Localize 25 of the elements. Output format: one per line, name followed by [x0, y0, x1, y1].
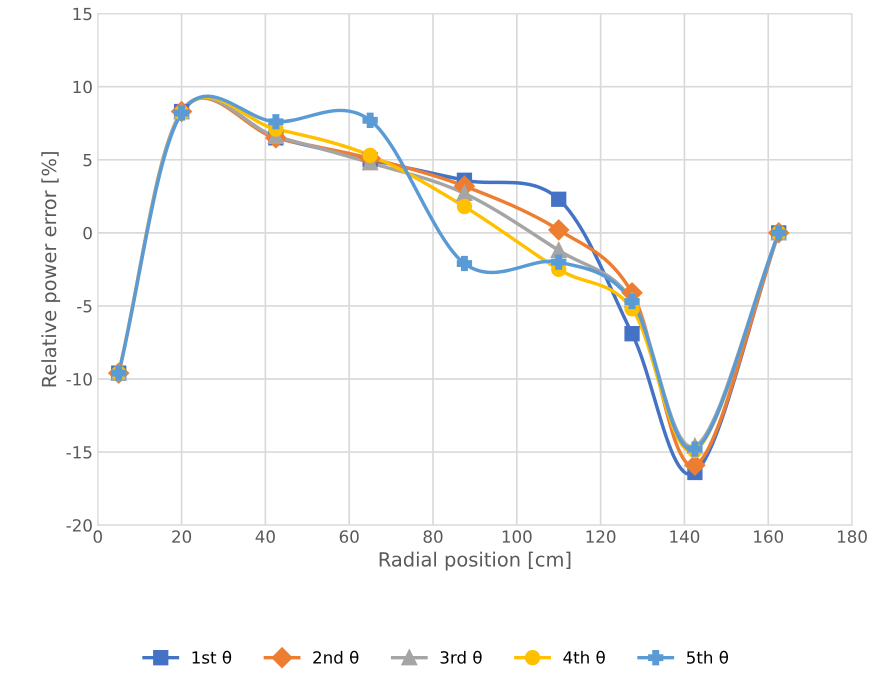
y-tick-label: -10 — [66, 372, 92, 386]
legend-label: 5th θ — [687, 650, 728, 664]
x-tick-label: 140 — [670, 530, 700, 543]
x-tick-label: 40 — [256, 530, 275, 543]
y-tick-label: 15 — [74, 8, 92, 20]
legend-label: 3rd θ — [440, 650, 482, 664]
y-tick-label: 10 — [74, 80, 92, 94]
y-tick-label: 5 — [84, 154, 92, 166]
x-tick-label: 0 — [94, 530, 102, 543]
y-axis-title: Relative power error [%] — [41, 152, 60, 386]
x-tick-label: 160 — [754, 530, 784, 543]
x-tick-label: 60 — [340, 530, 359, 543]
x-axis-title: Radial position [cm] — [380, 552, 570, 571]
legend-label: 4th θ — [563, 650, 605, 664]
legend-label: 1st θ — [192, 650, 232, 664]
y-tick-label: -15 — [66, 446, 92, 459]
x-tick-label: 100 — [502, 530, 532, 543]
x-tick-label: 120 — [586, 530, 616, 543]
x-tick-label: 20 — [172, 530, 192, 543]
x-tick-label: 180 — [838, 530, 867, 543]
legend-label: 2nd θ — [313, 650, 358, 664]
x-tick-label: 80 — [424, 530, 443, 543]
y-tick-label: -5 — [77, 300, 92, 312]
y-tick-label: 0 — [83, 226, 92, 240]
y-tick-label: -20 — [66, 519, 92, 532]
